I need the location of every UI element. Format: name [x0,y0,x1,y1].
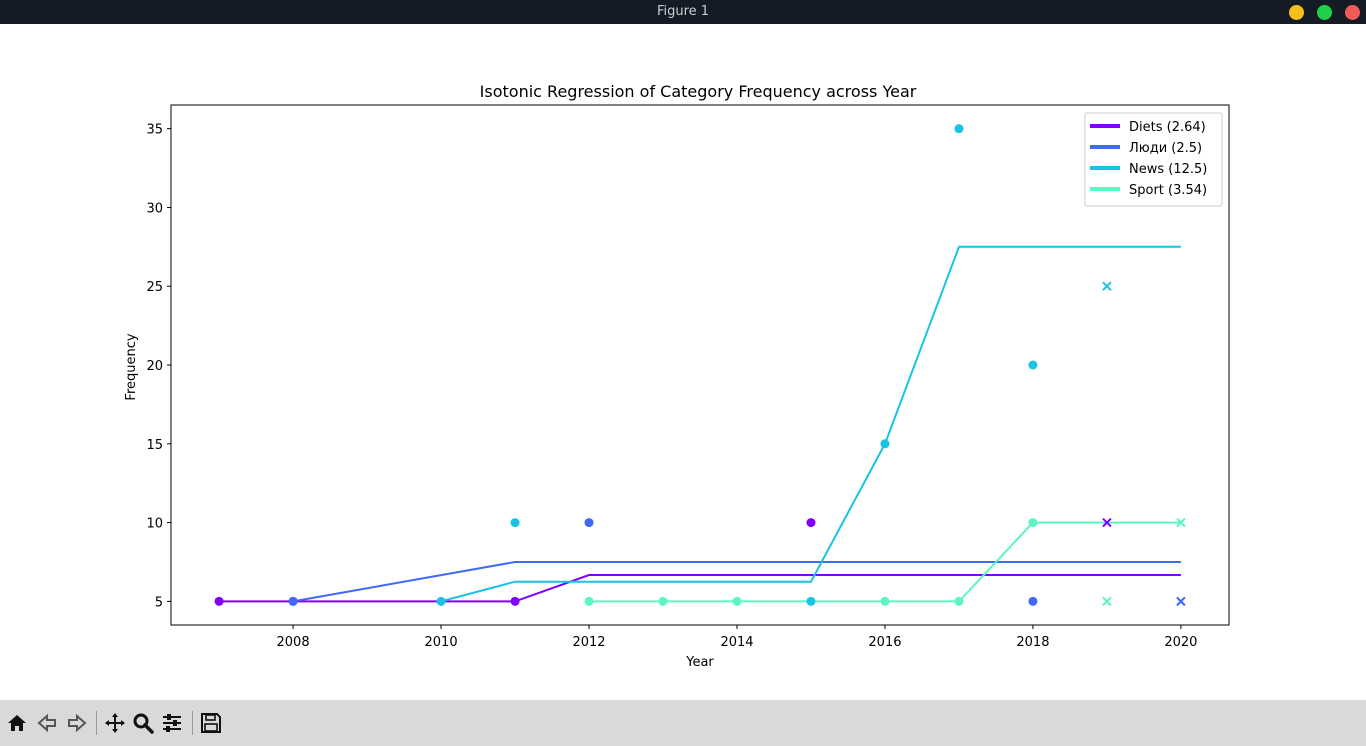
y-tick-label: 30 [146,201,163,216]
y-tick-label: 25 [146,280,163,295]
legend-label-sport: Sport (3.54) [1129,183,1207,198]
pan-icon [105,713,125,733]
close-button[interactable] [1345,5,1360,20]
data-point-sport [584,596,594,606]
legend-label-lyudi: Люди (2.5) [1129,141,1202,156]
y-tick-label: 5 [155,595,163,610]
data-point-sport [732,596,742,606]
data-point-lyudi [584,518,594,528]
back-button[interactable] [34,710,60,736]
x-tick-label: 2010 [425,635,458,650]
extrapolated-point-sport [1176,517,1186,528]
maximize-button[interactable] [1317,5,1332,20]
navigation-toolbar [0,700,1366,746]
back-icon [37,713,56,733]
chart-figure: Isotonic Regression of Category Frequenc… [124,82,1230,670]
fit-line-diets [219,574,1181,603]
legend-label-diets: Diets (2.64) [1129,120,1206,135]
zoom-button[interactable] [130,710,156,736]
y-axis-label: Frequency [124,333,139,400]
data-point-sport [1028,518,1038,528]
data-point-lyudi [288,596,298,606]
y-tick-label: 20 [146,359,163,374]
data-point-news [806,596,816,606]
fit-line-lyudi [292,561,1181,603]
save-button[interactable] [198,710,224,736]
forward-button[interactable] [64,710,90,736]
data-point-news [954,124,964,134]
toolbar-separator [192,711,193,735]
data-point-diets [806,518,816,528]
data-point-sport [954,596,964,606]
home-button[interactable] [4,710,30,736]
extrapolated-point-news [1102,281,1112,291]
extrapolated-point-diets [1102,517,1112,528]
legend-box [1084,112,1223,207]
extrapolated-point-sport [1102,596,1112,607]
x-tick-label: 2008 [277,635,310,650]
window-title: Figure 1 [656,4,710,19]
save-icon [201,713,221,733]
window-titlebar: Figure 1 [0,0,1366,24]
data-point-news [880,439,890,449]
x-marker-stroke [1102,281,1112,291]
zoom-icon [133,713,154,734]
y-tick-label: 10 [146,517,163,532]
legend-label-news: News (12.5) [1129,162,1207,177]
data-point-diets [510,596,520,606]
data-point-diets [214,596,224,606]
x-tick-label: 2012 [572,635,605,650]
legend: Diets (2.64) Люди (2.5) News (12.5) Sport (… [1084,112,1223,207]
x-tick-label: 2014 [720,635,753,650]
x-marker-stroke [1102,596,1112,607]
x-marker-stroke [1102,517,1112,528]
y-tick-label: 15 [146,438,163,453]
data-point-news [436,596,446,606]
plot-area-frame [170,104,1230,626]
x-tick-label: 2016 [868,635,901,650]
extrapolated-point-lyudi [1176,596,1186,607]
configure-subplots-icon [163,714,181,732]
x-tick-label: 2018 [1016,635,1049,650]
x-tick-label: 2020 [1164,635,1197,650]
data-point-news [1028,360,1038,370]
minimize-button[interactable] [1289,5,1304,20]
configure-subplots-button[interactable] [159,710,185,736]
home-icon [8,715,26,731]
chart-title: Isotonic Regression of Category Frequenc… [480,82,917,101]
y-tick-label: 35 [146,123,163,138]
x-axis-label: Year [685,655,714,670]
toolbar-separator [96,711,97,735]
data-point-lyudi [1028,596,1038,606]
pan-button[interactable] [102,710,128,736]
forward-icon [68,713,87,733]
data-point-news [510,518,520,528]
data-point-sport [880,596,890,606]
x-marker-stroke [1176,517,1186,528]
fit-line-news [440,245,1181,603]
x-marker-stroke [1176,596,1186,607]
data-point-sport [658,596,668,606]
